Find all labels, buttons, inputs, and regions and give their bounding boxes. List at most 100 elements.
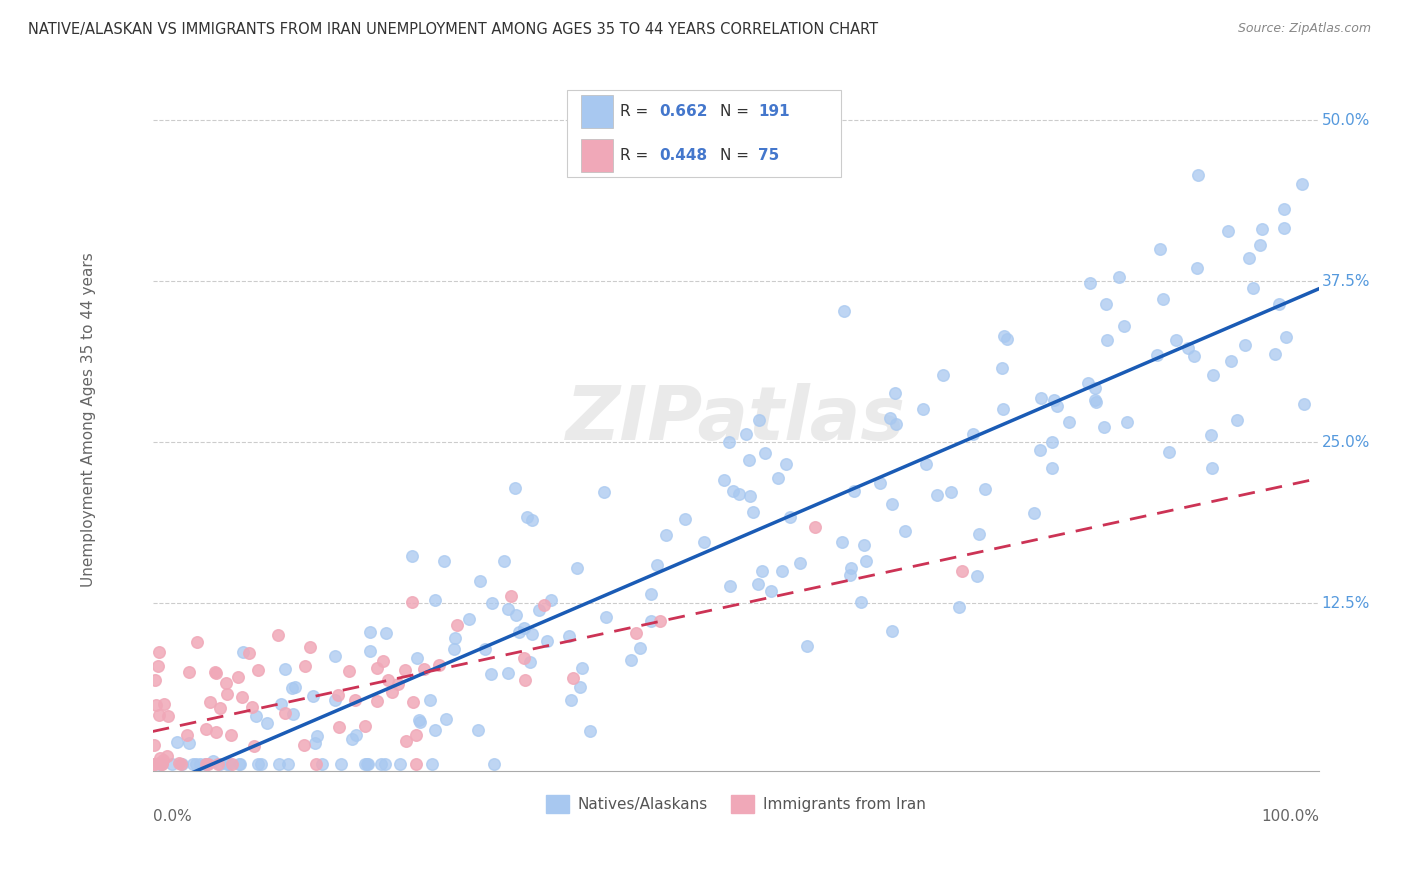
Point [560, 693, 582, 707]
Point [839, 561, 862, 575]
Point [197, 757, 219, 772]
Point [1146, 348, 1168, 362]
Point [150, 757, 173, 772]
Point [939, 484, 962, 499]
Text: 25.0%: 25.0% [1322, 434, 1369, 450]
Point [991, 361, 1014, 376]
Point [879, 411, 901, 425]
Point [852, 538, 875, 552]
Point [148, 645, 170, 659]
Point [914, 457, 936, 471]
Point [967, 527, 990, 541]
Point [496, 601, 519, 615]
Point [1226, 413, 1249, 427]
Point [1057, 415, 1080, 429]
Point [1275, 330, 1298, 344]
Point [1264, 347, 1286, 361]
Point [717, 434, 740, 449]
Point [474, 641, 496, 656]
Point [328, 688, 350, 702]
Text: Source: ZipAtlas.com: Source: ZipAtlas.com [1237, 22, 1371, 36]
Point [513, 651, 536, 665]
Point [443, 642, 465, 657]
Point [766, 470, 789, 484]
Point [620, 653, 643, 667]
Point [512, 621, 534, 635]
Point [1040, 461, 1063, 475]
Point [925, 488, 948, 502]
Point [194, 723, 217, 737]
Point [267, 757, 290, 772]
Point [533, 599, 555, 613]
Point [240, 700, 263, 714]
Text: R =: R = [620, 148, 654, 163]
Point [655, 528, 678, 542]
Point [1272, 202, 1295, 216]
Point [423, 592, 446, 607]
Point [1084, 381, 1107, 395]
FancyBboxPatch shape [567, 89, 841, 178]
Text: 12.5%: 12.5% [1322, 596, 1369, 611]
Point [645, 558, 668, 572]
Point [374, 626, 396, 640]
FancyBboxPatch shape [581, 138, 613, 172]
Point [747, 576, 769, 591]
Point [973, 482, 995, 496]
Point [277, 757, 299, 772]
Point [932, 368, 955, 383]
Point [156, 708, 179, 723]
Point [366, 661, 388, 675]
Point [775, 457, 797, 471]
Point [995, 332, 1018, 346]
Point [194, 757, 217, 772]
Point [228, 757, 250, 772]
Point [292, 738, 315, 752]
Point [894, 524, 917, 538]
Point [198, 694, 221, 708]
Point [204, 665, 226, 680]
Point [1202, 368, 1225, 382]
Point [184, 757, 207, 772]
Point [305, 757, 328, 772]
Point [1187, 168, 1209, 182]
Point [179, 736, 201, 750]
Point [146, 659, 169, 673]
Point [991, 402, 1014, 417]
Point [842, 484, 865, 499]
Point [522, 627, 544, 641]
Point [467, 723, 489, 737]
FancyBboxPatch shape [581, 95, 613, 128]
Point [713, 473, 735, 487]
Point [281, 681, 304, 696]
Point [370, 757, 392, 772]
Point [281, 707, 304, 722]
Point [270, 697, 292, 711]
Point [869, 475, 891, 490]
Point [149, 757, 172, 772]
Point [1182, 349, 1205, 363]
Point [337, 664, 360, 678]
Point [492, 554, 515, 568]
Point [770, 564, 793, 578]
Point [458, 612, 481, 626]
Text: 50.0%: 50.0% [1322, 112, 1369, 128]
Point [359, 625, 381, 640]
Point [516, 510, 538, 524]
Point [1031, 392, 1053, 406]
Point [470, 574, 492, 588]
Point [948, 599, 970, 614]
Text: 0.0%: 0.0% [153, 809, 191, 824]
Point [1084, 395, 1107, 409]
Point [735, 427, 758, 442]
Point [1022, 506, 1045, 520]
Point [152, 753, 174, 767]
Point [176, 728, 198, 742]
Point [205, 725, 228, 739]
Point [626, 626, 648, 640]
Point [779, 509, 801, 524]
Point [558, 629, 581, 643]
Point [186, 635, 208, 649]
Point [166, 735, 188, 749]
Point [302, 690, 325, 704]
Point [371, 654, 394, 668]
